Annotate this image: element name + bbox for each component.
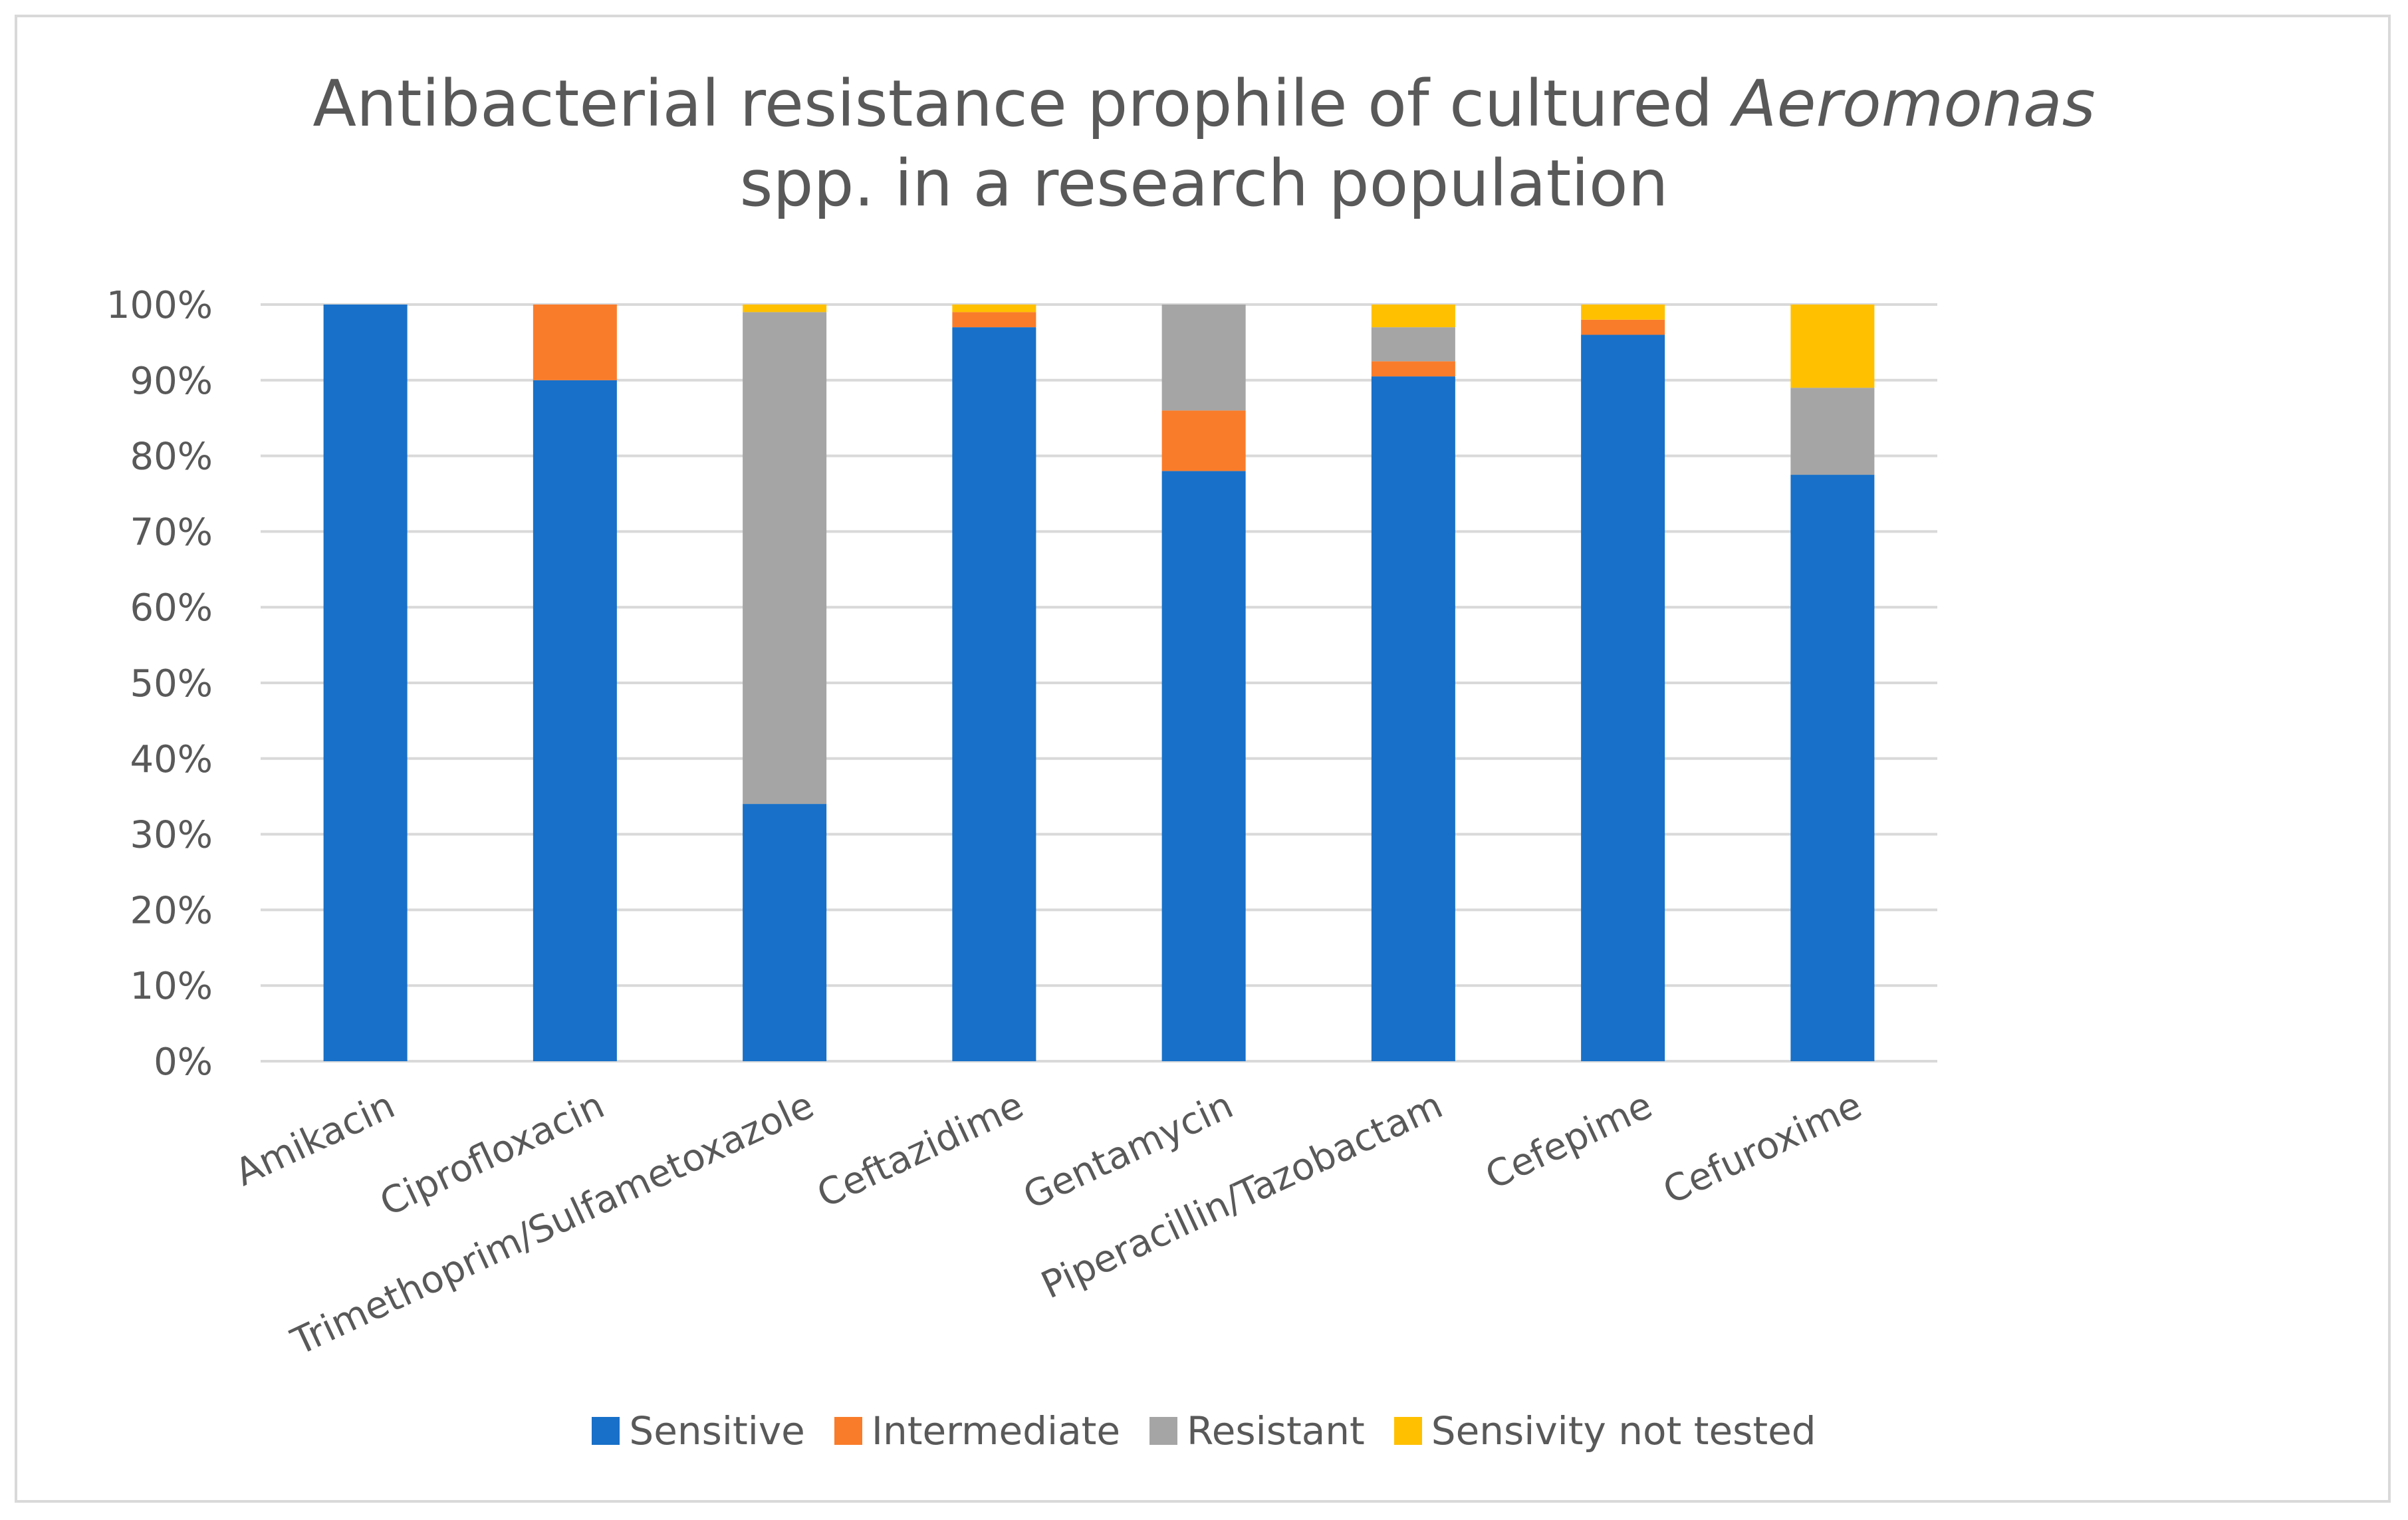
bar-resistant [1371, 327, 1455, 362]
legend-swatch [834, 1417, 862, 1445]
bar-resistant [743, 312, 827, 805]
bar-intermediate [533, 305, 617, 380]
legend-item: Sensivity not tested [1393, 1408, 1816, 1454]
legend-label: Intermediate [871, 1408, 1121, 1454]
bar-sensivity-not-tested [952, 305, 1036, 313]
legend-label: Sensitive [629, 1408, 805, 1454]
bar-sensitive [1161, 471, 1246, 1061]
y-tick-label: 60% [130, 586, 213, 630]
y-tick-label: 10% [130, 965, 213, 1008]
bar-intermediate [1581, 319, 1665, 335]
x-axis-ticks: AmikacinCiprofloxacinTrimethoprim/Sulfam… [229, 1084, 1868, 1364]
y-tick-label: 30% [130, 814, 213, 857]
title-line2: spp. in a research population [739, 146, 1669, 221]
legend-item: Intermediate [834, 1408, 1120, 1454]
y-axis-ticks: 0% 10% 20% 30% 40% 50% 60% 70% 80% 90% 100% [106, 284, 213, 1084]
legend: Sensitive Intermediate Resistant Sensivity … [0, 1408, 2408, 1454]
y-tick-label: 0% [154, 1041, 213, 1084]
bar-sensitive [323, 305, 408, 1061]
legend-swatch [1393, 1417, 1422, 1445]
title-line1-italic: Aeromonas [1733, 66, 2096, 141]
bar-sensivity-not-tested [1581, 305, 1665, 320]
y-tick-label: 70% [130, 511, 213, 554]
bar-resistant [1790, 388, 1875, 475]
bar-sensivity-not-tested [1790, 305, 1875, 388]
x-tick-label: Cefepime [1479, 1084, 1659, 1198]
y-tick-label: 90% [130, 360, 213, 403]
y-tick-label: 100% [106, 284, 213, 327]
bar-sensitive [1371, 376, 1455, 1061]
y-tick-label: 40% [130, 738, 213, 781]
bars [323, 305, 1875, 1061]
chart-frame [15, 15, 2391, 1503]
bar-sensivity-not-tested [743, 305, 827, 313]
bar-sensitive [743, 804, 827, 1061]
title-line1-prefix: Antibacterial resistance prophile of cul… [312, 66, 1733, 141]
x-tick-label: Piperacillin/Tazobactam [1035, 1084, 1449, 1308]
legend-label: Resistant [1187, 1408, 1365, 1454]
bar-sensitive [1790, 475, 1875, 1061]
chart-title: Antibacterial resistance prophile of cul… [0, 64, 2408, 223]
bar-intermediate [1161, 410, 1246, 471]
bar-sensitive [952, 327, 1036, 1061]
gridlines [261, 303, 1937, 1063]
x-tick-label: Amikacin [229, 1084, 402, 1195]
bar-intermediate [1371, 361, 1455, 377]
bar-resistant [1161, 305, 1246, 411]
legend-label: Sensivity not tested [1431, 1408, 1816, 1454]
bar-sensitive [1581, 334, 1665, 1061]
legend-item: Resistant [1149, 1408, 1365, 1454]
legend-swatch [1149, 1417, 1178, 1445]
bar-intermediate [952, 312, 1036, 328]
legend-swatch [592, 1417, 620, 1445]
y-tick-label: 80% [130, 436, 213, 479]
y-tick-label: 50% [130, 662, 213, 705]
bar-sensivity-not-tested [1371, 305, 1455, 328]
y-tick-label: 20% [130, 889, 213, 932]
x-tick-label: Ceftazidime [810, 1084, 1030, 1217]
bar-sensitive [533, 380, 617, 1061]
x-tick-label: Cefuroxime [1657, 1084, 1868, 1213]
legend-item: Sensitive [592, 1408, 805, 1454]
